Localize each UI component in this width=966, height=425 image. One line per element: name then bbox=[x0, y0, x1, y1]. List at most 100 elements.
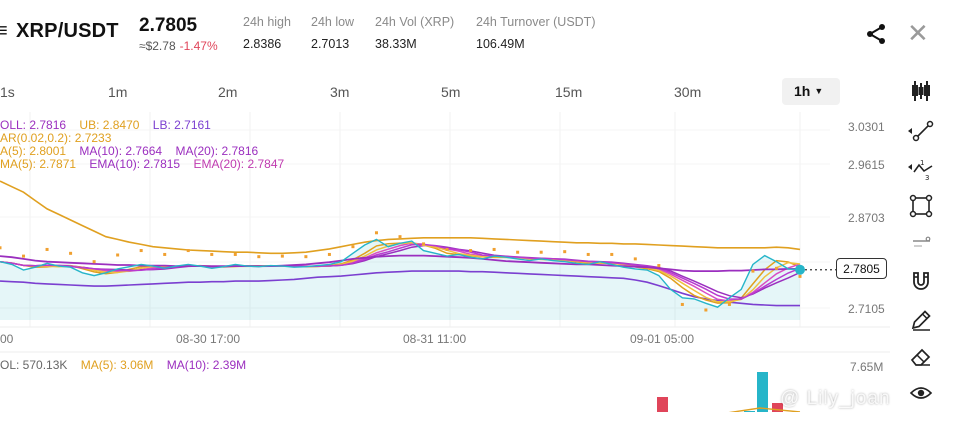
sar-dot bbox=[351, 245, 355, 249]
candles-icon[interactable] bbox=[908, 78, 934, 104]
tab-timeframe-3m[interactable]: 3m bbox=[330, 84, 350, 100]
stat-24h-turnover: 24h Turnover (USDT) 106.49M bbox=[476, 15, 595, 51]
sar-dot bbox=[445, 247, 449, 251]
ema20-value: EMA(20): 2.7847 bbox=[193, 157, 285, 171]
horizontal-line-icon[interactable] bbox=[908, 229, 934, 255]
trendline-icon[interactable] bbox=[908, 118, 934, 144]
sar-dot bbox=[680, 302, 684, 306]
tab-timeframe-1m[interactable]: 1m bbox=[108, 84, 128, 100]
pencil-icon[interactable] bbox=[908, 307, 934, 333]
sar-dot bbox=[704, 308, 708, 312]
ma-legend: A(5): 2.8001 MA(10): 2.7664 MA(20): 2.78… bbox=[0, 144, 258, 158]
time-axis-label: 09-01 05:00 bbox=[630, 332, 695, 346]
sar-dot bbox=[563, 250, 567, 254]
menu-icon[interactable]: ≡ bbox=[0, 20, 8, 42]
price-area bbox=[0, 239, 800, 320]
sar-dot bbox=[210, 252, 214, 256]
svg-text:1: 1 bbox=[920, 159, 924, 167]
sar-dot bbox=[22, 254, 26, 258]
magnet-icon[interactable] bbox=[908, 268, 934, 294]
sar-dot bbox=[163, 252, 167, 256]
sar-dot bbox=[280, 254, 284, 258]
stat-label: 24h high bbox=[243, 15, 291, 29]
usd-price: ≈$2.78 -1.47% bbox=[139, 39, 218, 53]
sar-dot bbox=[492, 247, 496, 251]
close-icon[interactable]: ✕ bbox=[907, 18, 929, 48]
ema10-line bbox=[0, 243, 801, 300]
rectangle-icon[interactable] bbox=[908, 193, 934, 219]
share-icon[interactable] bbox=[864, 22, 888, 46]
pair-title[interactable]: XRP/USDT bbox=[16, 20, 119, 42]
price-line bbox=[0, 238, 801, 308]
sar-dot bbox=[233, 252, 237, 256]
volume-bar bbox=[744, 411, 755, 412]
header: ≡ XRP/USDT 2.7805 ≈$2.78 -1.47% 24h high … bbox=[0, 0, 966, 66]
sar-dot bbox=[751, 269, 755, 273]
volume-ma5: MA(5): 3.06M bbox=[80, 358, 154, 372]
sar-dot bbox=[45, 247, 49, 251]
timeframe-bar: 1s 1m 2m 3m 5m 15m 30m bbox=[0, 74, 890, 110]
ma5-value: A(5): 2.8001 bbox=[0, 144, 67, 158]
ma10-value: MA(10): 2.7664 bbox=[79, 144, 163, 158]
stat-label: 24h Vol (XRP) bbox=[375, 15, 455, 29]
stat-24h-high: 24h high 2.8386 bbox=[243, 15, 291, 51]
tab-timeframe-2m[interactable]: 2m bbox=[218, 84, 238, 100]
sar-dot bbox=[798, 274, 802, 278]
eye-icon[interactable] bbox=[908, 380, 934, 406]
time-axis-label: 00 bbox=[0, 332, 14, 346]
sar-dot bbox=[304, 255, 308, 259]
sar-dot bbox=[186, 249, 190, 253]
sar-dot bbox=[516, 250, 520, 254]
price-axis-label: 2.9615 bbox=[848, 158, 885, 172]
volume-value: OL: 570.13K bbox=[0, 358, 68, 372]
sar-dot bbox=[539, 250, 543, 254]
selected-timeframe: 1h bbox=[794, 83, 811, 99]
sar-dot bbox=[610, 252, 614, 256]
sar-dot bbox=[727, 302, 731, 306]
tab-timeframe-15m[interactable]: 15m bbox=[555, 84, 583, 100]
last-price: 2.7805 bbox=[139, 15, 198, 36]
tab-timeframe-5m[interactable]: 5m bbox=[441, 84, 461, 100]
current-price-tag: 2.7805 bbox=[836, 258, 887, 279]
upper-band-line bbox=[0, 180, 801, 255]
boll-mid-line bbox=[0, 254, 800, 273]
stat-value: 2.8386 bbox=[243, 37, 282, 51]
volume-axis-label: 7.65M bbox=[850, 360, 884, 374]
sar-value: AR(0.02,0.2): 2.7233 bbox=[0, 131, 112, 145]
sar-dot bbox=[633, 257, 637, 261]
price-chart[interactable] bbox=[0, 112, 890, 412]
watermark: @ Lily_joan bbox=[780, 388, 891, 409]
sar-dot bbox=[116, 253, 120, 257]
lb-value: LB: 2.7161 bbox=[152, 118, 211, 132]
caret-down-icon: ▼ bbox=[814, 86, 824, 96]
volume-bar bbox=[757, 372, 768, 412]
price-axis-label: 2.7105 bbox=[848, 302, 885, 316]
ema-legend: MA(5): 2.7871 EMA(10): 2.7815 EMA(20): 2… bbox=[0, 157, 284, 171]
tab-timeframe-30m[interactable]: 30m bbox=[674, 84, 702, 100]
stat-value: 2.7013 bbox=[311, 37, 350, 51]
usd-price-value: ≈$2.78 bbox=[139, 39, 176, 53]
eraser-icon[interactable] bbox=[908, 344, 934, 370]
sar-dot bbox=[774, 266, 778, 270]
tab-timeframe-1s[interactable]: 1s bbox=[0, 84, 15, 100]
boll-legend: OLL: 2.7816 UB: 2.8470 LB: 2.7161 bbox=[0, 118, 211, 132]
sar-dot bbox=[469, 249, 473, 253]
volume-legend: OL: 570.13K MA(5): 3.06M MA(10): 2.39M bbox=[0, 358, 246, 372]
sar-dot bbox=[657, 264, 661, 268]
timeframe-dropdown[interactable]: 1h ▼ bbox=[782, 78, 840, 105]
svg-text:3: 3 bbox=[925, 174, 929, 182]
volume-ma5-line bbox=[728, 407, 801, 412]
lower-band-line bbox=[0, 270, 800, 307]
sar-legend: AR(0.02,0.2): 2.7233 bbox=[0, 131, 111, 145]
ub-value: UB: 2.8470 bbox=[79, 118, 140, 132]
volume-bar bbox=[772, 403, 783, 412]
sar-dot bbox=[0, 246, 2, 250]
sar-dot bbox=[374, 231, 378, 235]
sar-dot bbox=[327, 252, 331, 256]
volume-bar bbox=[657, 397, 668, 412]
stat-value: 106.49M bbox=[476, 37, 525, 51]
stat-value: 38.33M bbox=[375, 37, 417, 51]
time-axis-label: 08-30 17:00 bbox=[176, 332, 241, 346]
stat-label: 24h low bbox=[311, 15, 355, 29]
